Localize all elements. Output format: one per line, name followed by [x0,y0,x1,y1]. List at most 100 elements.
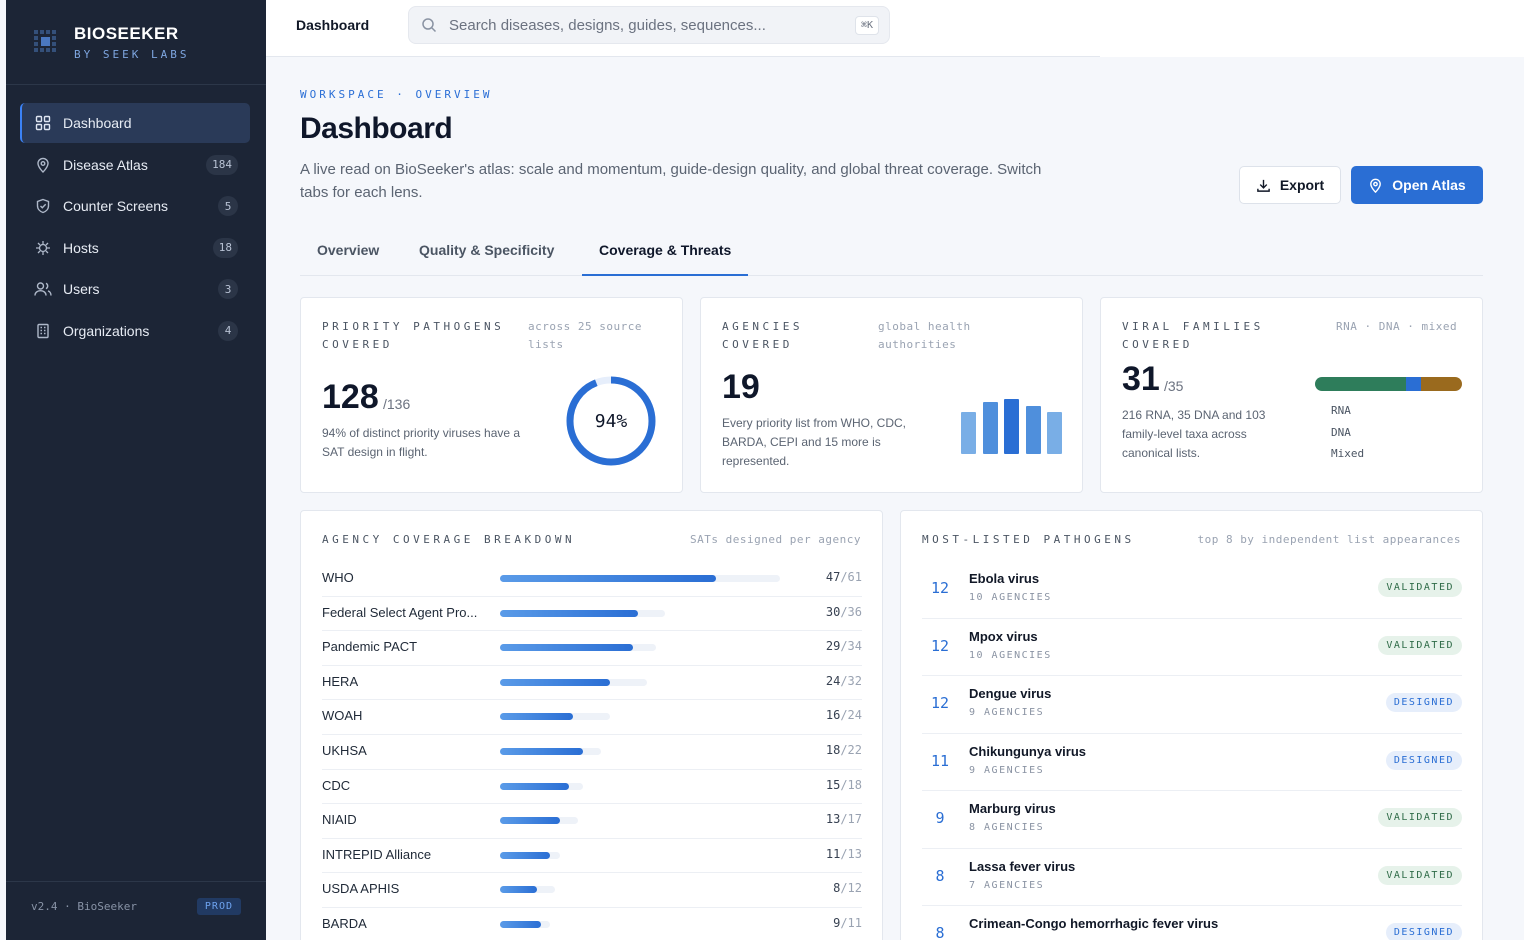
agency-row[interactable]: UKHSA 18/22 [322,735,862,770]
legend-dna: DNA [1331,426,1351,439]
export-button[interactable]: Export [1239,166,1341,204]
agency-total: 12 [847,881,862,896]
brand-logo-icon [32,28,60,56]
agency-row[interactable]: USDA APHIS 8/12 [322,873,862,908]
agency-track [500,748,601,755]
agency-row[interactable]: Pandemic PACT 29/34 [322,631,862,666]
pathogen-agency-count: 7 AGENCIES [969,879,1045,891]
pathogen-rank: 8 [935,924,945,940]
card-aside: top 8 by independent list appearances [1197,533,1461,546]
topbar: Dashboard Search diseases, designs, guid… [266,0,1100,57]
agency-value: 8/12 [833,881,862,895]
sidebar-item-dashboard[interactable]: Dashboard [20,103,250,143]
pathogen-rank: 12 [930,579,950,597]
status-badge: VALIDATED [1378,578,1462,597]
donut-percent-label: 94% [595,411,628,432]
coverage-donut: 94% [566,376,656,466]
status-badge: DESIGNED [1385,693,1462,712]
agency-row[interactable]: NIAID 13/17 [322,804,862,839]
pathogen-agency-count: 9 AGENCIES [969,764,1045,776]
agency-name: HERA [322,673,359,689]
sidebar: BIOSEEKER BY SEEK LABS Dashboard Disease… [6,0,266,940]
page-description: A live read on BioSeeker's atlas: scale … [300,161,1042,201]
search-input[interactable]: Search diseases, designs, guides, sequen… [408,6,890,44]
card-label: VIRAL FAMILIES COVERED [1122,320,1264,351]
card-label: AGENCY COVERAGE BREAKDOWN [322,533,576,546]
sidebar-item-hosts[interactable]: Hosts 18 [20,228,250,268]
breadcrumb[interactable]: Dashboard [296,17,370,33]
viral-families-card: VIRAL FAMILIES COVERED RNA · DNA · mixed… [1100,297,1483,493]
sidebar-item-disease-atlas[interactable]: Disease Atlas 184 [20,145,250,185]
agencies-card: AGENCIES COVERED global health authoriti… [700,297,1083,493]
users-icon [34,280,52,298]
agency-track [500,782,583,790]
sidebar-item-count: 18 [212,237,238,258]
agency-slash: / [840,916,848,930]
agency-fill [500,678,611,686]
sidebar-item-count: 3 [218,279,238,300]
sidebar-item-label: Dashboard [63,115,132,131]
legend-mixed: Mixed [1331,447,1365,460]
families-stacked-bar [1315,377,1462,391]
tab-overview[interactable]: Overview [317,242,380,258]
version-label: v2.4 · BioSeeker [31,900,137,913]
pathogen-row[interactable]: 12 Ebola virus 10 AGENCIES VALIDATED [922,561,1462,619]
pathogen-row[interactable]: 8 Lassa fever virus 7 AGENCIES VALIDATED [922,849,1462,906]
brand[interactable]: BIOSEEKER BY SEEK LABS [32,20,189,64]
search-icon [422,18,437,33]
agency-row[interactable]: BARDA 9/11 [322,908,862,940]
pathogen-row[interactable]: 11 Chikungunya virus 9 AGENCIES DESIGNED [922,734,1462,791]
status-badge: VALIDATED [1378,635,1462,655]
tab-quality-specificity[interactable]: Quality & Specificity [419,242,555,258]
pathogen-name: Dengue virus [969,686,1052,701]
agency-fill [500,782,569,790]
map-pin-icon [34,156,52,174]
pathogen-row[interactable]: 9 Marburg virus 8 AGENCIES VALIDATED [922,791,1462,849]
pathogen-row[interactable]: 12 Mpox virus 10 AGENCIES VALIDATED [922,619,1462,676]
agency-designed: 18 [825,743,841,757]
agency-row[interactable]: WOAH 16/24 [322,700,862,735]
pathogen-row[interactable]: 12 Dengue virus 9 AGENCIES DESIGNED [922,676,1462,734]
agency-fill [500,886,537,894]
grid-icon [34,114,52,132]
agency-row[interactable]: Federal Select Agent Pro... 30/36 [322,597,862,632]
sidebar-item-users[interactable]: Users 3 [20,269,250,309]
sidebar-item-counter-screens[interactable]: Counter Screens 5 [20,186,250,226]
agency-total: 32 [847,673,862,688]
status-badge: DESIGNED [1385,923,1462,940]
tab-bar: Overview Quality & Specificity Coverage … [300,232,1483,276]
agency-slash: / [840,604,848,619]
agency-row[interactable]: WHO 47/61 [322,562,862,597]
pathogen-name: Ebola virus [969,571,1040,586]
agency-slash: / [840,639,848,654]
agency-track [500,644,657,652]
agency-breakdown-card: AGENCY COVERAGE BREAKDOWN SATs designed … [300,510,883,940]
tab-coverage-threats[interactable]: Coverage & Threats [582,242,749,276]
card-aside: SATs designed per agency [690,533,861,546]
agency-slash: / [840,743,848,757]
agency-designed: 15 [825,777,841,792]
agency-name: WOAH [322,708,363,724]
agency-value: 13/17 [826,812,862,826]
agency-mini-bar [1047,412,1062,454]
page-eyebrow: WORKSPACE · OVERVIEW [300,88,493,101]
open-atlas-button[interactable]: Open Atlas [1351,166,1483,204]
export-label: Export [1279,177,1325,193]
brand-name: BIOSEEKER [74,23,179,43]
agency-fill [500,748,583,755]
agency-value: 30/36 [826,605,862,619]
card-label: MOST-LISTED PATHOGENS [922,533,1135,546]
agency-row[interactable]: HERA 24/32 [322,666,862,701]
agency-row[interactable]: INTREPID Alliance 11/13 [322,839,862,874]
agency-total: 17 [847,812,862,827]
sidebar-item-organizations[interactable]: Organizations 4 [20,311,250,351]
agency-name: BARDA [322,916,367,931]
agency-designed: 13 [825,812,841,827]
pathogen-rank: 12 [930,636,950,655]
pathogen-row[interactable]: 8 Crimean-Congo hemorrhagic fever virus DE… [922,906,1462,940]
agency-total: 61 [847,570,862,584]
agency-value: 24/32 [826,674,862,688]
agency-row[interactable]: CDC 15/18 [322,770,862,805]
agency-fill [500,817,560,825]
agency-track [500,713,611,721]
